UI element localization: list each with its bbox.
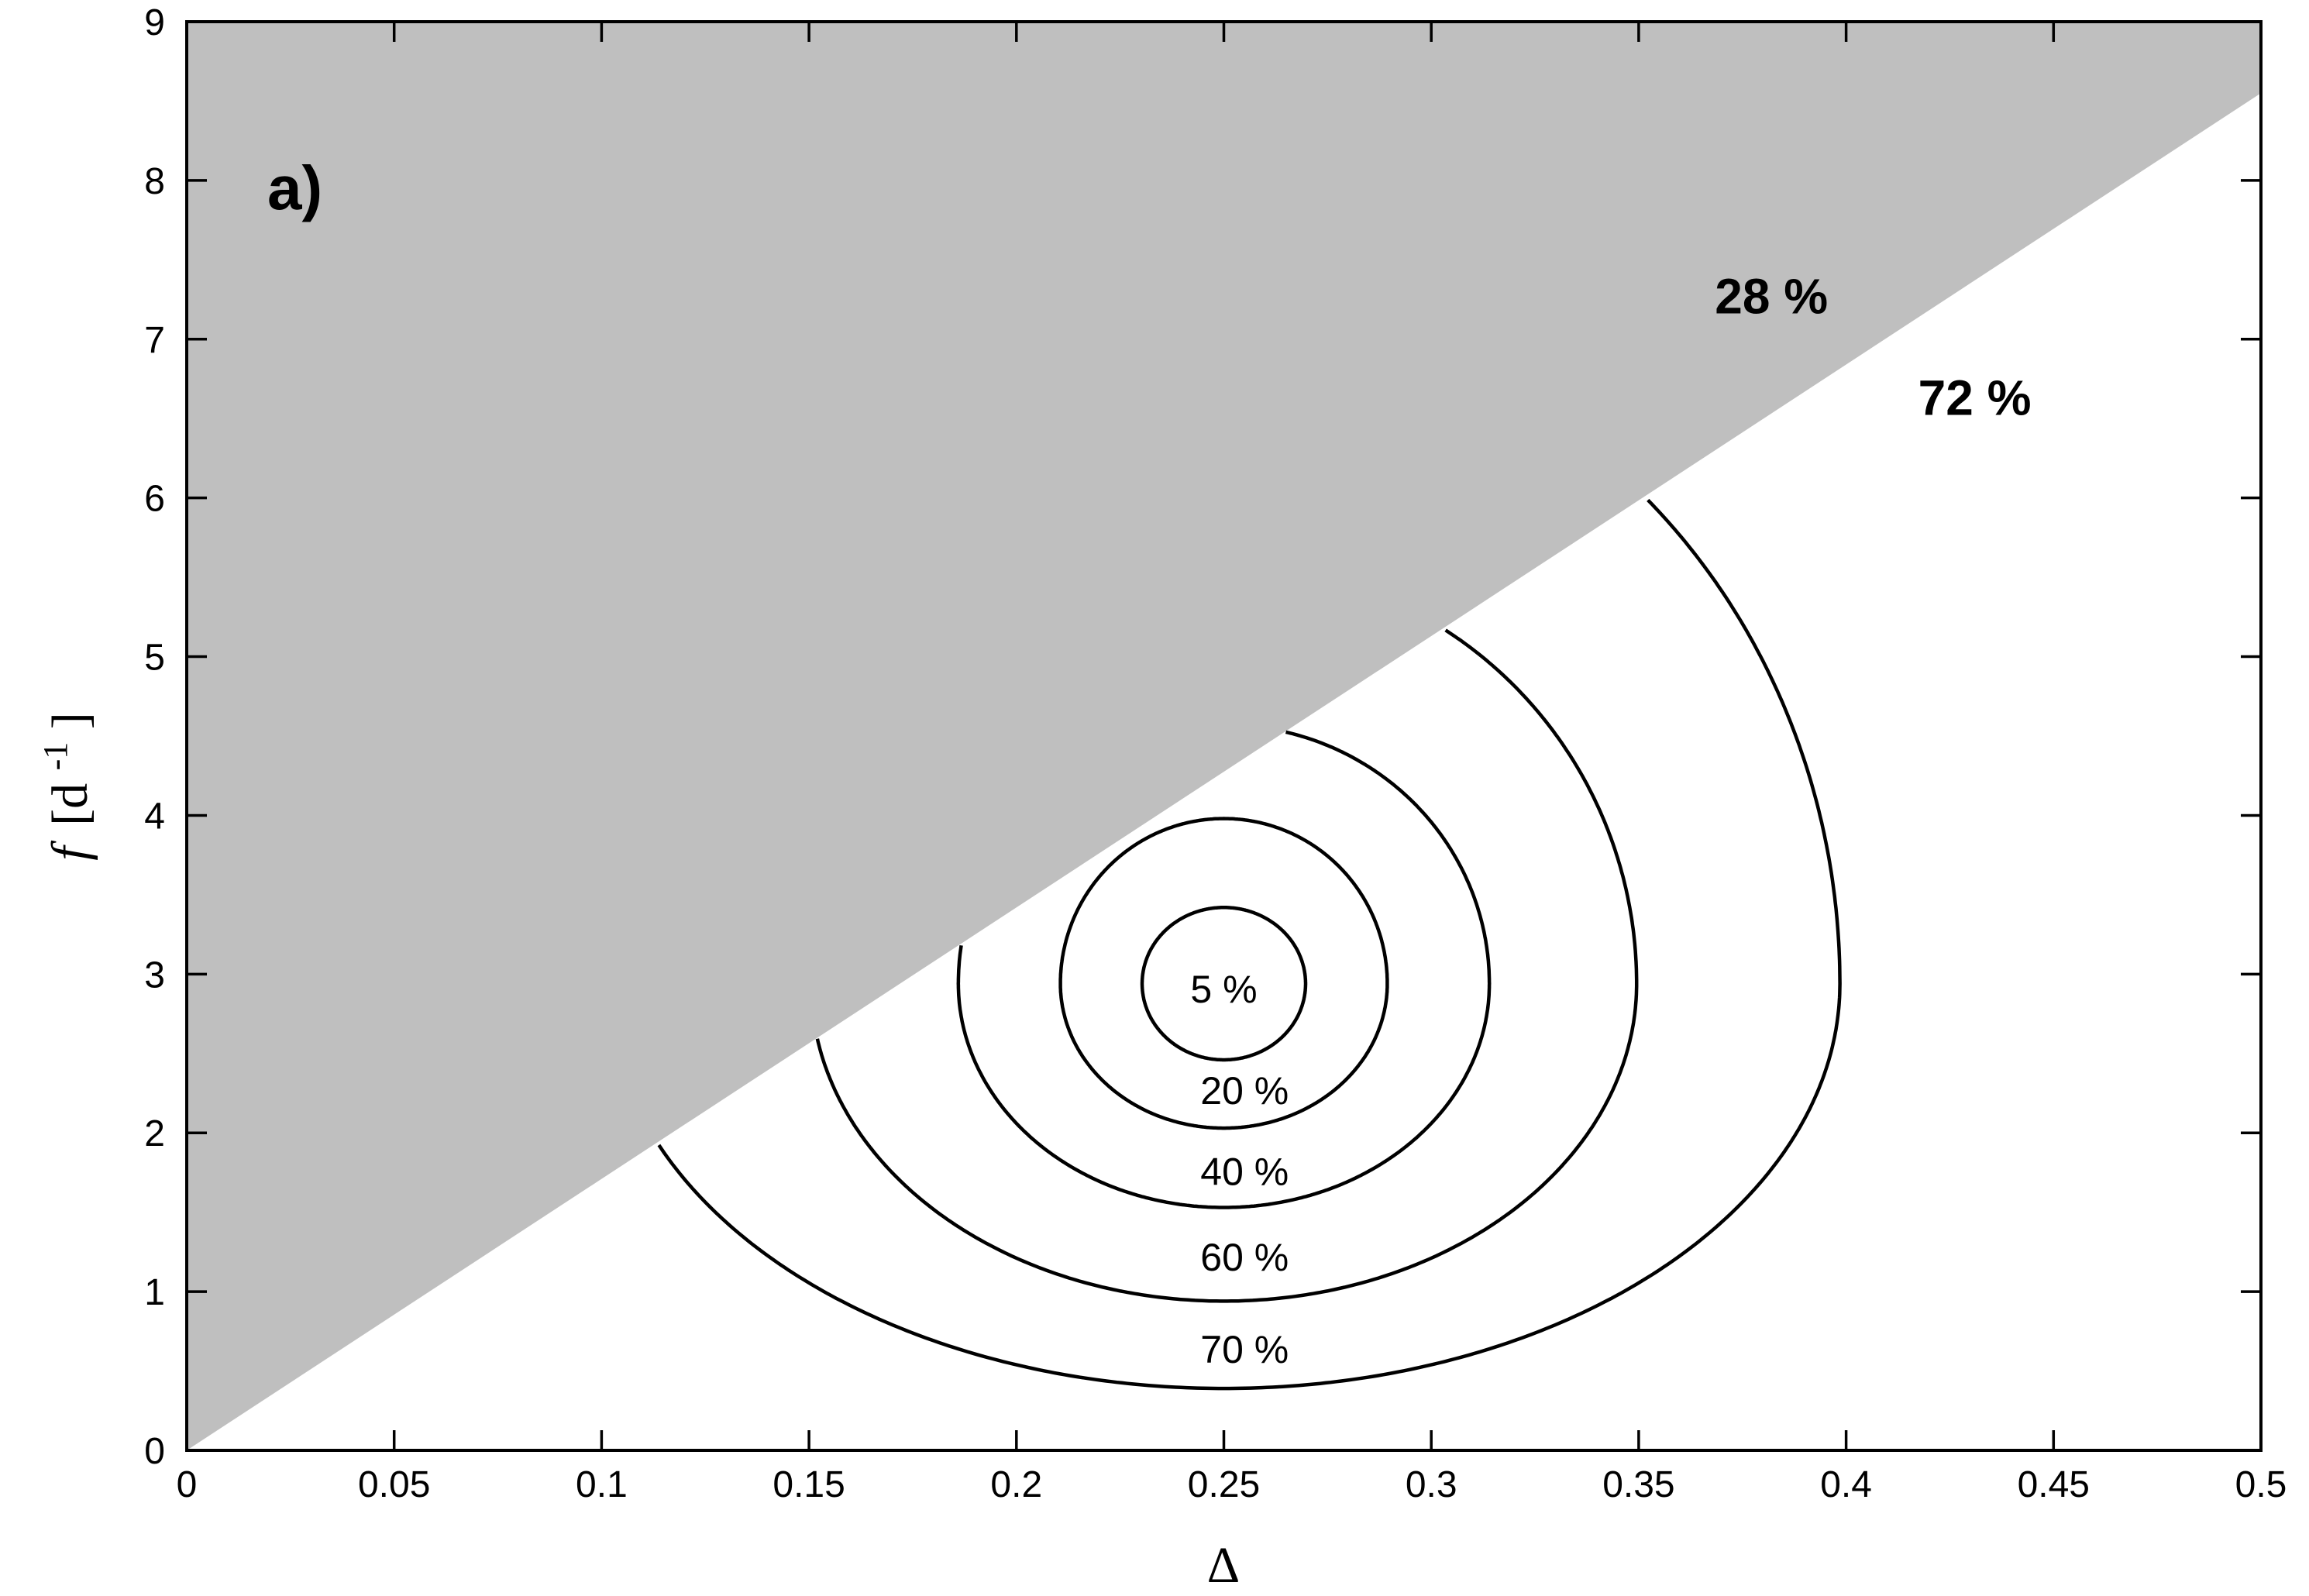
y-tick-label: 5	[144, 638, 165, 679]
y-tick-label: 4	[144, 796, 165, 837]
y-tick-label: 2	[144, 1113, 165, 1154]
shaded-triangle	[187, 22, 2261, 1450]
contour-label: 60 %	[1200, 1236, 1289, 1279]
annotations: 5 % 20 % 40 % 60 % 70 % 28 % 72 %	[1190, 268, 2031, 1371]
y-axis-unit-exponent: -1	[36, 742, 74, 771]
y-tick-label: 3	[144, 955, 165, 996]
x-tick-label: 0.2	[990, 1464, 1042, 1505]
contour-label: 40 %	[1200, 1150, 1289, 1193]
x-tick-label: 0.45	[2018, 1464, 2090, 1505]
contour-line	[815, 628, 1639, 1303]
region-label: 28 %	[1715, 268, 1828, 324]
contour-label: 70 %	[1200, 1328, 1289, 1371]
x-tick-label: 0.4	[1820, 1464, 1872, 1505]
contour-label: 5 %	[1190, 968, 1257, 1011]
y-tick-label: 9	[144, 2, 165, 43]
contour-label: 20 %	[1200, 1069, 1289, 1113]
y-tick-label: 7	[144, 320, 165, 361]
y-axis-variable: f	[42, 841, 98, 861]
contour-line	[657, 498, 1842, 1391]
contour-lines	[657, 498, 1842, 1391]
x-tick-label: 0.3	[1406, 1464, 1457, 1505]
shaded-region	[187, 22, 2261, 1450]
contour-line	[1140, 906, 1308, 1062]
x-tick-label: 0.25	[1188, 1464, 1260, 1505]
x-tick-label: 0	[177, 1464, 198, 1505]
x-tick-label: 0.15	[773, 1464, 845, 1505]
y-axis-ticks: 0 1 2 3 4 5 6 7 8 9	[144, 2, 2261, 1472]
y-axis-unit: [d	[42, 783, 98, 826]
y-axis-unit-close: ]	[42, 712, 98, 729]
y-tick-label: 6	[144, 479, 165, 520]
y-tick-label: 8	[144, 161, 165, 202]
contour-line	[1058, 817, 1389, 1130]
x-tick-label: 0.35	[1602, 1464, 1674, 1505]
y-tick-label: 1	[144, 1272, 165, 1313]
region-label: 72 %	[1918, 370, 2032, 426]
x-tick-label: 0.05	[358, 1464, 430, 1505]
x-tick-label: 0.1	[576, 1464, 628, 1505]
y-tick-label: 0	[144, 1431, 165, 1472]
panel-label: a)	[267, 153, 322, 222]
contour-line	[956, 730, 1492, 1209]
x-axis-title: Δ	[1207, 1537, 1240, 1594]
y-axis-title: f [d -1 ]	[22, 712, 98, 860]
x-tick-label: 0.5	[2235, 1464, 2287, 1505]
x-axis-ticks: 0 0.05 0.1 0.15 0.2 0.25 0.3 0.35 0.4 0.45 0.5	[177, 22, 2287, 1505]
